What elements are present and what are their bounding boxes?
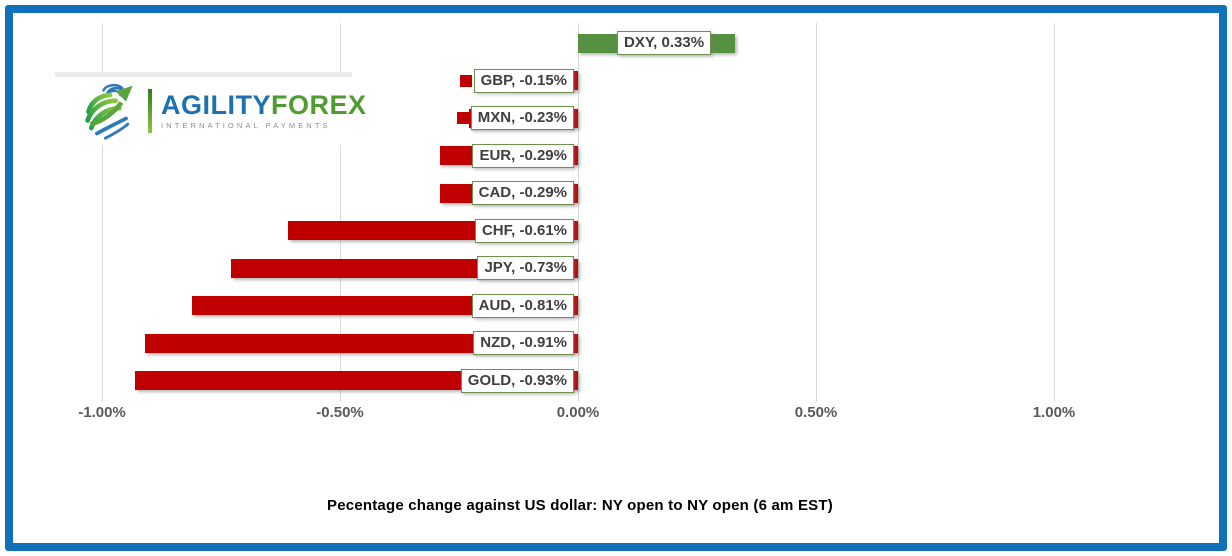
data-label-dxy: DXY, 0.33% <box>617 31 712 55</box>
legend-key-icon <box>459 337 472 349</box>
data-label-row-aud: AUD, -0.81% <box>457 293 574 318</box>
legend-key-icon <box>459 74 472 87</box>
data-label-row-mxn: MXN, -0.23% <box>456 106 574 131</box>
legend-key-icon <box>460 224 473 237</box>
logo-inner: AGILITYFOREX INTERNATIONAL PAYMENTS <box>81 81 367 141</box>
globe-arrow-icon <box>85 83 133 140</box>
agilityforex-logo: AGILITYFOREX INTERNATIONAL PAYMENTS <box>55 72 366 145</box>
logo-text-block: AGILITYFOREX INTERNATIONAL PAYMENTS <box>161 90 367 131</box>
data-label-row-dxy: DXY, 0.33% <box>603 31 712 56</box>
data-label-aud: AUD, -0.81% <box>471 293 574 318</box>
brand-tagline: INTERNATIONAL PAYMENTS <box>161 121 331 130</box>
logo-separator <box>148 89 152 133</box>
brand-forex: FOREX <box>271 90 367 120</box>
gridline--0.50% <box>339 23 341 402</box>
x-tick-label-0.00%: 0.00% <box>556 404 600 421</box>
brand-agility: AGILITY <box>161 90 271 120</box>
x-tick-label-1.00%: 1.00% <box>1032 404 1076 421</box>
data-label-row-eur: EUR, -0.29% <box>458 143 574 168</box>
legend-key-icon <box>458 149 471 162</box>
data-label-row-nzd: NZD, -0.91% <box>459 331 574 356</box>
legend-key-icon <box>457 299 470 312</box>
data-label-row-gold: GOLD, -0.93% <box>446 368 574 393</box>
legend-key-icon <box>446 374 459 387</box>
data-label-chf: CHF, -0.61% <box>474 218 574 243</box>
data-label-mxn: MXN, -0.23% <box>470 106 574 130</box>
data-label-eur: EUR, -0.29% <box>472 143 574 168</box>
legend-key-icon <box>457 187 470 199</box>
legend-key-icon <box>463 262 476 274</box>
data-label-cad: CAD, -0.29% <box>471 181 574 205</box>
data-label-nzd: NZD, -0.91% <box>473 331 574 355</box>
gridline-0.50% <box>815 23 817 402</box>
chart-title: Pecentage change against US dollar: NY o… <box>327 497 833 514</box>
data-label-jpy: JPY, -0.73% <box>477 256 574 280</box>
x-tick-label-0.50%: 0.50% <box>794 404 838 421</box>
logo-top-strip <box>55 72 352 77</box>
data-label-row-jpy: JPY, -0.73% <box>463 256 574 281</box>
x-tick-label--1.00%: -1.00% <box>78 404 126 421</box>
data-label-gold: GOLD, -0.93% <box>460 368 574 393</box>
data-label-gbp: GBP, -0.15% <box>473 68 574 93</box>
brand-name: AGILITYFOREX <box>161 90 367 120</box>
data-label-row-gbp: GBP, -0.15% <box>459 68 574 93</box>
x-tick-label--0.50%: -0.50% <box>316 404 364 421</box>
gridline-0.00% <box>577 23 579 402</box>
legend-key-icon <box>603 37 615 49</box>
gridline--1.00% <box>101 23 103 402</box>
data-label-row-cad: CAD, -0.29% <box>457 181 574 206</box>
legend-key-icon <box>456 112 469 124</box>
gridline-1.00% <box>1053 23 1055 402</box>
data-label-row-chf: CHF, -0.61% <box>460 218 574 243</box>
